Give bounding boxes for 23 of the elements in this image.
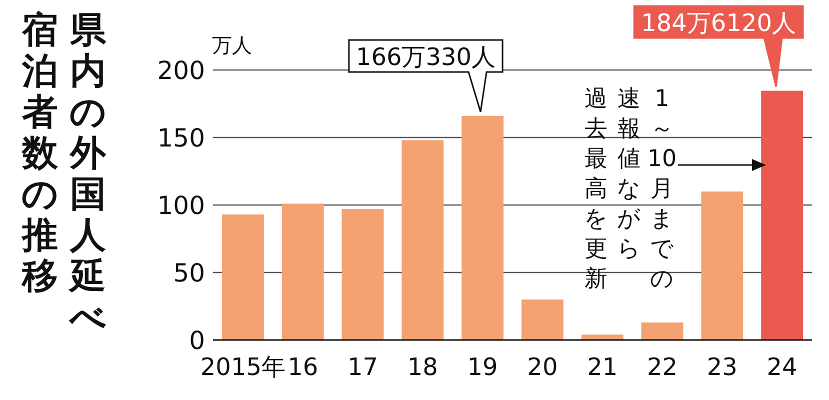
y-tick-label: 200 <box>157 56 205 85</box>
x-tick-label: 2015年 <box>200 353 286 381</box>
y-axis-title: 万人 <box>212 33 252 57</box>
x-tick-label: 22 <box>646 353 678 381</box>
x-tick-label: 21 <box>587 353 618 381</box>
annotation: 1～10月までの <box>646 85 678 294</box>
x-tick-label: 23 <box>706 353 738 381</box>
annotation: 166万330人 <box>356 43 496 71</box>
y-tick-label: 50 <box>173 258 205 288</box>
y-tick-label: 0 <box>189 326 205 355</box>
x-tick-label: 16 <box>288 353 318 381</box>
x-tick-label: 19 <box>467 353 498 381</box>
chart-subtitle: 宿泊者数の推移 <box>20 10 60 297</box>
annotation: 過去最高を更新 <box>582 85 609 294</box>
x-tick-label: 20 <box>527 353 558 381</box>
annotation: 184万6120人 <box>641 9 796 37</box>
x-tick-label: 18 <box>407 353 438 381</box>
chart-title: 県内の外国人延べ <box>67 10 108 338</box>
annotation: 速報値ながら <box>616 85 642 264</box>
y-tick-label: 100 <box>157 191 205 220</box>
x-tick-label: 17 <box>347 353 378 381</box>
x-tick-label: 24 <box>766 353 798 381</box>
y-tick-label: 150 <box>157 124 205 152</box>
